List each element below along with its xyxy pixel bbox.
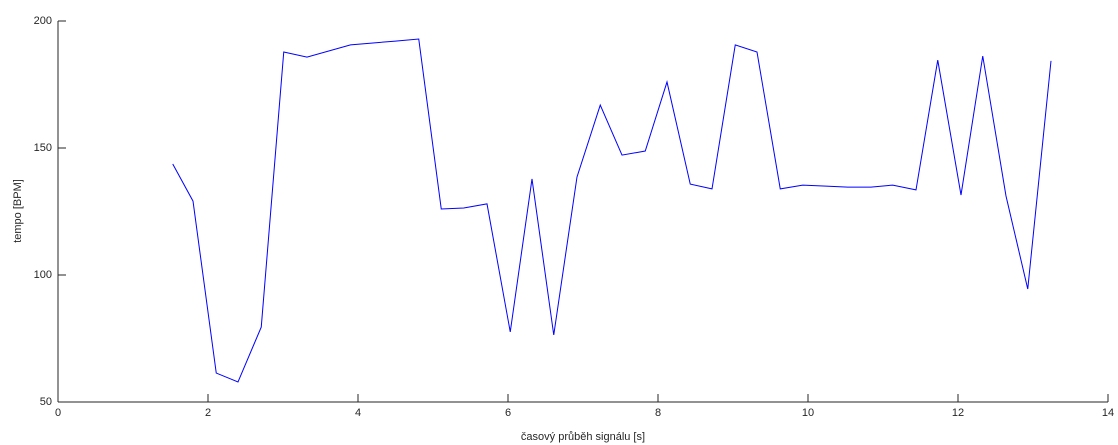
y-tick-label: 150 — [34, 142, 52, 154]
data-line — [172, 38, 1052, 383]
x-tick-label: 4 — [355, 407, 361, 419]
x-tick-label: 14 — [1102, 407, 1114, 419]
x-tick-label: 2 — [205, 407, 211, 419]
x-tick-label: 6 — [505, 407, 511, 419]
y-tick-label: 100 — [34, 269, 52, 281]
x-tick-label: 12 — [952, 407, 964, 419]
x-tick-label: 8 — [655, 407, 661, 419]
y-tick-label: 200 — [34, 15, 52, 27]
x-tick-label: 10 — [802, 407, 814, 419]
y-axis-label: tempo [BPM] — [12, 179, 24, 243]
x-tick-label: 0 — [55, 407, 61, 419]
y-tick-label: 50 — [40, 396, 52, 408]
x-axis-label: časový průběh signálu [s] — [521, 431, 645, 443]
